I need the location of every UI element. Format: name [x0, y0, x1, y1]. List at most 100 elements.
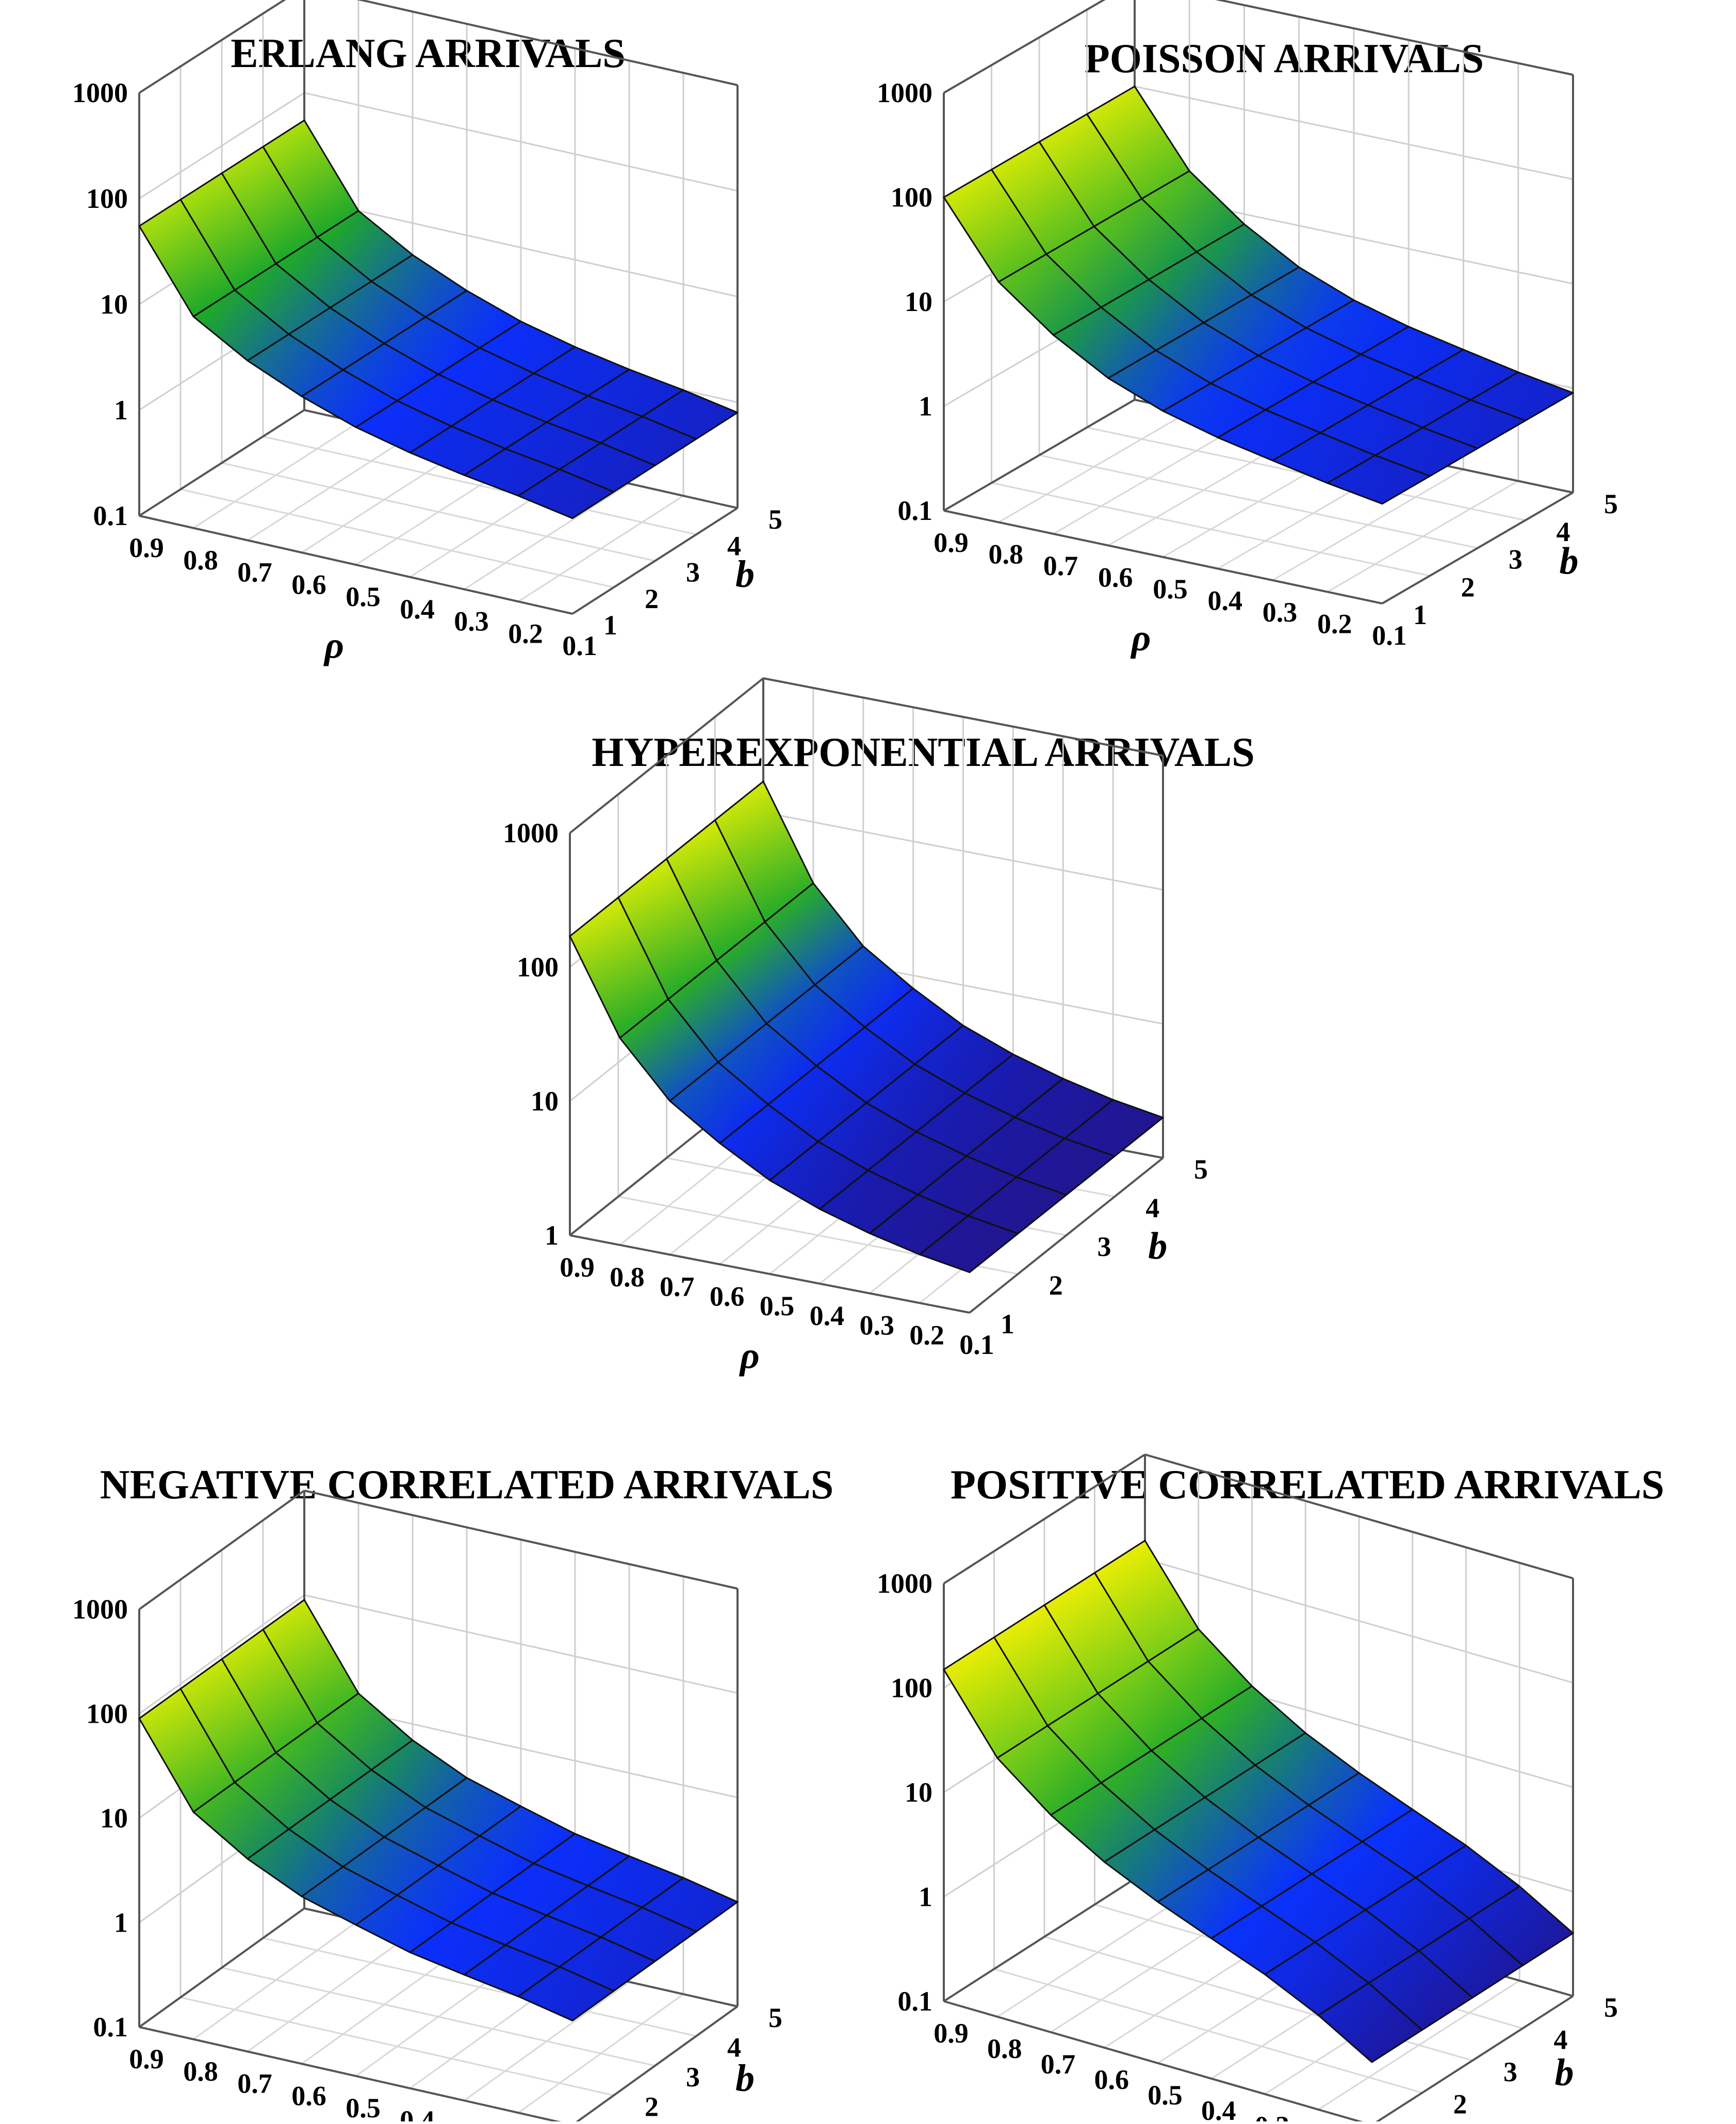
- x-tick-label: 0.5: [1148, 2080, 1183, 2111]
- z-tick-label: 1000: [503, 818, 559, 848]
- axis-edge: [572, 2005, 739, 2124]
- z-gridline: [139, 1490, 738, 1610]
- x-tick-label: 0.7: [237, 2068, 272, 2099]
- x-tick-label: 0.1: [1372, 620, 1407, 651]
- x-tick-label: 0.5: [346, 581, 381, 612]
- y-tick-label: 4: [1557, 516, 1570, 547]
- z-tick-label: 1000: [72, 77, 128, 108]
- panel-title: ERLANG ARRIVALS: [231, 31, 625, 76]
- x-axis-ticks: 0.90.80.70.60.50.40.30.20.1: [129, 2044, 489, 2124]
- z-tick-label: 100: [86, 1698, 128, 1729]
- panel-title: POISSON ARRIVALS: [1085, 36, 1484, 81]
- axis-edge: [763, 677, 1164, 757]
- x-tick-label: 0.3: [1255, 2111, 1290, 2121]
- z-tick-label: 100: [891, 1673, 932, 1704]
- axis-edge: [1381, 492, 1574, 604]
- y-tick-label: 5: [1604, 1992, 1618, 2023]
- z-tick-label: 1: [919, 1882, 932, 1913]
- y-tick-label: 2: [645, 2092, 659, 2122]
- axis-edge: [943, 399, 1136, 512]
- axis-edge: [138, 1907, 305, 2028]
- z-tick-label: 10: [905, 1777, 932, 1808]
- x-tick-label: 0.2: [1317, 609, 1352, 640]
- x-tick-label: 0.6: [710, 1281, 745, 1312]
- y-tick-label: 3: [686, 2062, 700, 2093]
- z-tick-label: 1: [114, 1907, 128, 1938]
- floor-gridline: [180, 1997, 614, 2096]
- y-axis-label: b: [1555, 2052, 1574, 2094]
- axis-edge: [139, 2026, 573, 2124]
- surface-patch: [919, 1215, 1019, 1273]
- y-tick-label: 4: [727, 530, 741, 561]
- y-tick-label: 3: [1509, 544, 1522, 575]
- floor-gridline: [180, 488, 614, 589]
- y-tick-label: 4: [1145, 1192, 1159, 1223]
- z-tick-label: 10: [905, 286, 932, 317]
- y-tick-label: 1: [603, 610, 617, 641]
- y-tick-label: 3: [1098, 1231, 1111, 1262]
- z-tick-label: 0.1: [898, 495, 933, 526]
- x-axis-label: ρ: [739, 1335, 760, 1377]
- x-tick-label: 0.2: [909, 1319, 944, 1350]
- x-tick-label: 0.5: [760, 1290, 795, 1321]
- x-tick-label: 0.3: [1263, 597, 1298, 628]
- z-tick-label: 0.1: [93, 2012, 128, 2043]
- y-axis-label: b: [735, 553, 755, 595]
- z-tick-label: 1000: [877, 77, 932, 108]
- axis-edge: [569, 677, 764, 834]
- axis-edge: [138, 1490, 305, 1610]
- x-axis-label: ρ: [1130, 617, 1151, 659]
- x-tick-label: 0.8: [183, 545, 218, 576]
- floor-gridline: [1039, 454, 1478, 549]
- x-tick-label: 0.9: [129, 532, 164, 563]
- x-tick-label: 0.8: [987, 2033, 1022, 2064]
- y-tick-label: 5: [1604, 488, 1618, 519]
- x-tick-label: 0.8: [989, 539, 1024, 570]
- z-tick-label: 100: [517, 952, 559, 983]
- floor-gridline: [263, 1937, 697, 2037]
- z-tick-label: 1: [919, 391, 932, 422]
- y-tick-label: 2: [1461, 571, 1475, 602]
- x-tick-label: 0.8: [183, 2056, 218, 2087]
- axis-edge: [139, 515, 573, 615]
- x-tick-label: 0.4: [1201, 2095, 1236, 2121]
- axis-edge: [943, 2000, 1372, 2124]
- surface: [138, 1599, 739, 2021]
- y-axis-label: b: [735, 2057, 755, 2100]
- y-tick-label: 5: [768, 2002, 782, 2033]
- panel-title: NEGATIVE CORRELATED ARRIVALS: [100, 1462, 834, 1508]
- surface: [569, 780, 1164, 1273]
- axis-edge: [943, 1871, 1146, 2002]
- axis-edge: [943, 1453, 1146, 1584]
- z-tick-label: 1000: [877, 1568, 932, 1599]
- axis-edge: [571, 507, 739, 615]
- z-axis-ticks: 0.1 1 10 100 1000: [877, 1568, 932, 2017]
- z-tick-label: 0.1: [898, 1986, 933, 2017]
- x-tick-label: 0.6: [1094, 2064, 1129, 2095]
- surface: [138, 119, 739, 519]
- x-axis-label: ρ: [323, 625, 344, 667]
- x-tick-label: 0.6: [291, 569, 326, 600]
- x-tick-label: 0.3: [860, 1310, 895, 1341]
- axis-edge: [356, 0, 738, 86]
- y-tick-label: 3: [686, 557, 700, 588]
- z-tick-label: 100: [86, 183, 128, 214]
- x-tick-label: 0.7: [237, 557, 272, 588]
- y-tick-label: 2: [645, 583, 659, 614]
- z-axis-ticks: 0.1 1 10 100 1000: [877, 77, 932, 526]
- y-tick-label: 4: [1554, 2024, 1568, 2055]
- floor-gridline: [221, 462, 656, 562]
- x-tick-label: 0.9: [560, 1252, 595, 1283]
- x-tick-label: 0.1: [959, 1329, 994, 1360]
- x-tick-label: 0.7: [1041, 2049, 1076, 2080]
- y-axis-label: b: [1560, 540, 1579, 582]
- x-tick-label: 0.3: [454, 606, 489, 637]
- surface-patch: [517, 468, 615, 519]
